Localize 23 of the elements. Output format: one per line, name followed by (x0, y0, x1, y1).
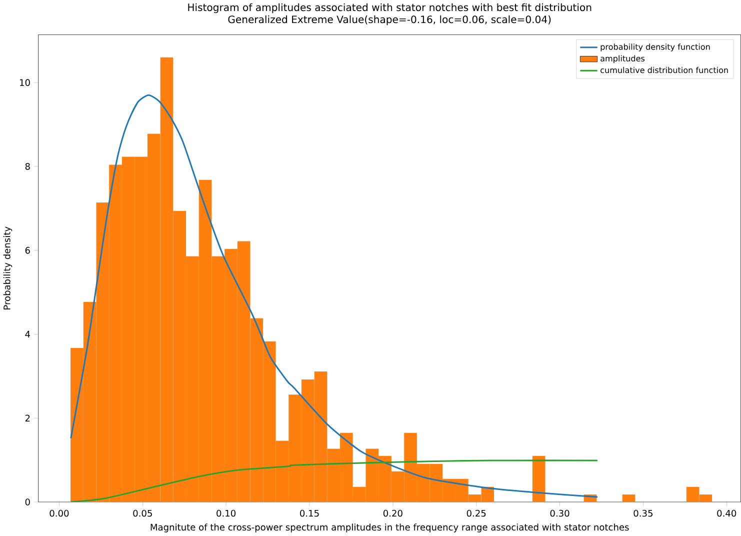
x-tick-label: 0.40 (717, 510, 736, 517)
line-series (70, 460, 598, 502)
legend-label: amplitudes (600, 55, 645, 64)
legend-label: cumulative distribution function (600, 67, 728, 74)
y-tick-label: 6 (25, 247, 30, 254)
y-tick-label: 4 (25, 331, 30, 338)
y-tick-label: 10 (20, 79, 30, 86)
x-tick-label: 0.35 (634, 510, 652, 517)
chart-title: Histogram of amplitudes associated with stator notches with best fit distribution (188, 3, 592, 14)
x-tick-label: 0.30 (550, 510, 570, 517)
x-tick-label: 0.20 (383, 510, 402, 517)
y-tick-label: 0 (25, 498, 30, 506)
legend-label: probability density function (600, 44, 710, 52)
y-tick-label: 2 (25, 414, 30, 422)
y-axis-title: Probability density (3, 226, 12, 310)
x-tick-label: 0.25 (466, 510, 486, 517)
chart-subtitle: Generalized Extreme Value(shape=-0.16, loc=0.06, scale=0.04) (228, 16, 551, 26)
x-tick-label: 0.05 (133, 510, 152, 517)
x-axis-title: Magnitute of the cross-power spectrum amplitudes in the frequency range associated with stator notches (150, 524, 629, 532)
x-tick-label: 0.15 (300, 510, 319, 517)
x-tick-label: 0.10 (216, 510, 236, 517)
x-tick-label: 0.00 (50, 510, 69, 517)
y-tick-label: 8 (25, 163, 30, 170)
